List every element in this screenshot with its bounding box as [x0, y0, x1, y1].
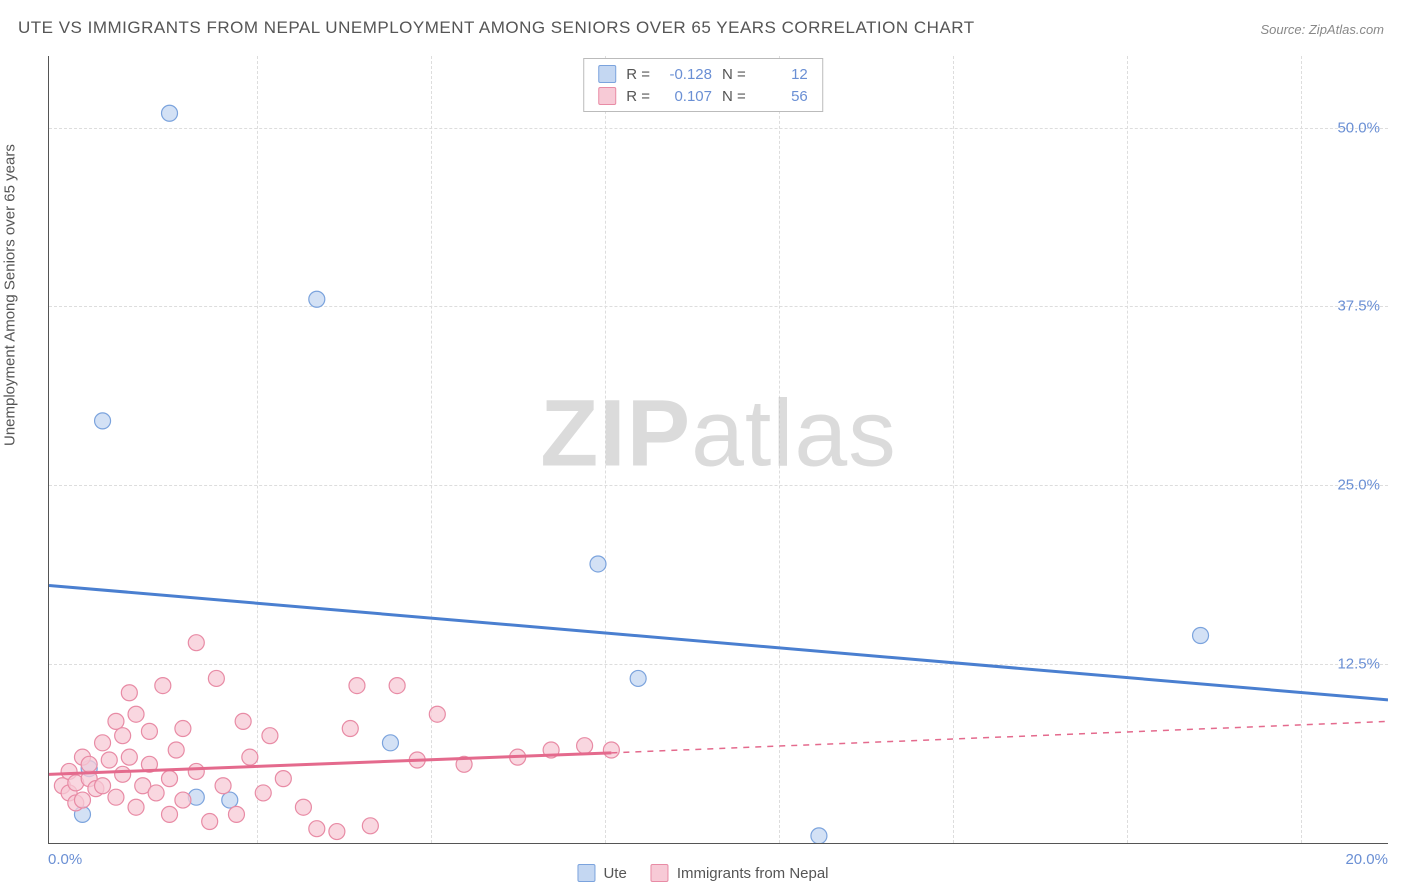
data-point	[121, 749, 137, 765]
plot-area: ZIPatlas 12.5%25.0%37.5%50.0%	[48, 56, 1388, 844]
data-point	[128, 799, 144, 815]
legend-stats-row-ute: R = -0.128 N = 12	[598, 63, 808, 85]
legend-swatch-nepal	[598, 87, 616, 105]
data-point	[329, 824, 345, 840]
legend-item-ute: Ute	[577, 864, 626, 882]
data-point	[162, 105, 178, 121]
data-point	[115, 728, 131, 744]
x-axis-max-label: 20.0%	[1345, 851, 1388, 868]
data-point	[188, 635, 204, 651]
legend-r-value-ute: -0.128	[660, 66, 712, 83]
data-point	[215, 778, 231, 794]
data-point	[342, 721, 358, 737]
data-point	[242, 749, 258, 765]
trend-line	[49, 585, 1388, 699]
data-point	[590, 556, 606, 572]
legend-label-nepal: Immigrants from Nepal	[677, 865, 829, 882]
data-point	[81, 756, 97, 772]
legend-n-value-ute: 12	[756, 66, 808, 83]
data-point	[228, 806, 244, 822]
data-point	[382, 735, 398, 751]
data-point	[208, 670, 224, 686]
data-point	[603, 742, 619, 758]
source-label: Source: ZipAtlas.com	[1260, 22, 1384, 37]
data-point	[95, 413, 111, 429]
data-point	[255, 785, 271, 801]
legend-swatch-ute	[598, 65, 616, 83]
data-point	[108, 713, 124, 729]
legend-r-label: R =	[626, 66, 650, 83]
data-point	[95, 778, 111, 794]
data-point	[168, 742, 184, 758]
data-point	[811, 828, 827, 843]
data-point	[275, 771, 291, 787]
data-point	[148, 785, 164, 801]
data-point	[188, 763, 204, 779]
data-point	[175, 721, 191, 737]
data-point	[309, 821, 325, 837]
data-point	[202, 814, 218, 830]
data-point	[101, 752, 117, 768]
legend-n-label: N =	[722, 88, 746, 105]
data-point	[630, 670, 646, 686]
data-point	[235, 713, 251, 729]
data-point	[175, 792, 191, 808]
data-point	[389, 678, 405, 694]
legend-n-value-nepal: 56	[756, 88, 808, 105]
data-point	[121, 685, 137, 701]
legend-r-label: R =	[626, 88, 650, 105]
legend-stats-row-nepal: R = 0.107 N = 56	[598, 85, 808, 107]
data-point	[115, 766, 131, 782]
y-axis-title: Unemployment Among Seniors over 65 years	[2, 144, 19, 446]
data-point	[74, 792, 90, 808]
chart-title: UTE VS IMMIGRANTS FROM NEPAL UNEMPLOYMEN…	[18, 18, 975, 38]
data-point	[128, 706, 144, 722]
trend-line	[611, 721, 1388, 752]
legend-label-ute: Ute	[603, 865, 626, 882]
legend-item-nepal: Immigrants from Nepal	[651, 864, 829, 882]
data-point	[309, 291, 325, 307]
legend-r-value-nepal: 0.107	[660, 88, 712, 105]
data-point	[155, 678, 171, 694]
data-point	[222, 792, 238, 808]
data-point	[295, 799, 311, 815]
data-point	[429, 706, 445, 722]
legend-swatch-ute	[577, 864, 595, 882]
x-axis-min-label: 0.0%	[48, 851, 82, 868]
data-point	[95, 735, 111, 751]
data-point	[349, 678, 365, 694]
data-point	[1193, 628, 1209, 644]
data-point	[362, 818, 378, 834]
legend-n-label: N =	[722, 66, 746, 83]
data-point	[577, 738, 593, 754]
legend-series: Ute Immigrants from Nepal	[577, 864, 828, 882]
chart-svg	[49, 56, 1388, 843]
data-point	[162, 771, 178, 787]
data-point	[141, 723, 157, 739]
legend-stats: R = -0.128 N = 12 R = 0.107 N = 56	[583, 58, 823, 112]
legend-swatch-nepal	[651, 864, 669, 882]
data-point	[162, 806, 178, 822]
data-point	[108, 789, 124, 805]
data-point	[262, 728, 278, 744]
